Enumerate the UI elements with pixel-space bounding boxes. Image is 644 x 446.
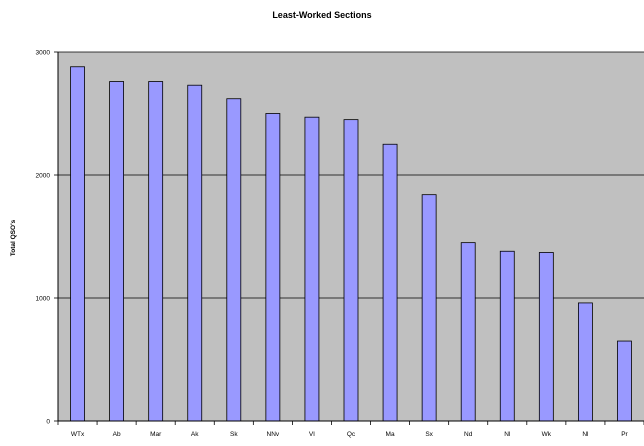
bar-nd <box>460 242 476 422</box>
bar-sk <box>226 98 242 422</box>
x-tick-label: Pr <box>621 431 628 438</box>
bar-ma <box>382 143 398 422</box>
bar-sx <box>421 194 437 422</box>
bar-wk <box>538 252 554 422</box>
x-tick-label: Wk <box>542 431 552 438</box>
bar-nl <box>578 302 593 422</box>
bar-ak <box>187 84 203 422</box>
y-axis-label: Total QSO's <box>10 219 17 256</box>
bar-pr <box>617 340 632 422</box>
x-tick-label: VI <box>309 431 315 438</box>
bar-nnv <box>265 113 281 422</box>
x-tick-label: Sx <box>425 431 433 438</box>
x-tick-label: NNv <box>267 431 280 438</box>
y-tick-label: 0 <box>46 419 50 426</box>
y-tick-label: 2000 <box>36 173 51 180</box>
bar-mar <box>148 81 164 422</box>
x-tick-label: Mar <box>150 431 162 438</box>
x-tick-label: Nd <box>464 431 473 438</box>
chart-title: Least-Worked Sections <box>272 10 371 20</box>
x-tick-label: Nl <box>504 431 511 438</box>
x-tick-label: Sk <box>230 431 238 438</box>
bar-vi <box>304 116 320 422</box>
x-tick-label: Ma <box>386 431 395 438</box>
x-tick-label: Ak <box>191 431 199 438</box>
bar-qc <box>343 119 359 422</box>
y-tick-label: 1000 <box>36 296 51 303</box>
bar-nl <box>499 250 515 422</box>
plot-area: 0 1000 2000 3000 WTx Ab Mar Ak Sk NNv VI Qc Ma Sx Nd Nl… <box>36 50 644 438</box>
bar-ab <box>109 81 124 422</box>
x-tick-label: Ab <box>113 431 121 438</box>
x-tick-label: WTx <box>71 431 85 438</box>
bar-wtx <box>70 66 85 422</box>
x-tick-label: Nl <box>582 431 589 438</box>
y-tick-label: 3000 <box>36 50 51 57</box>
x-tick-label: Qc <box>347 431 356 438</box>
